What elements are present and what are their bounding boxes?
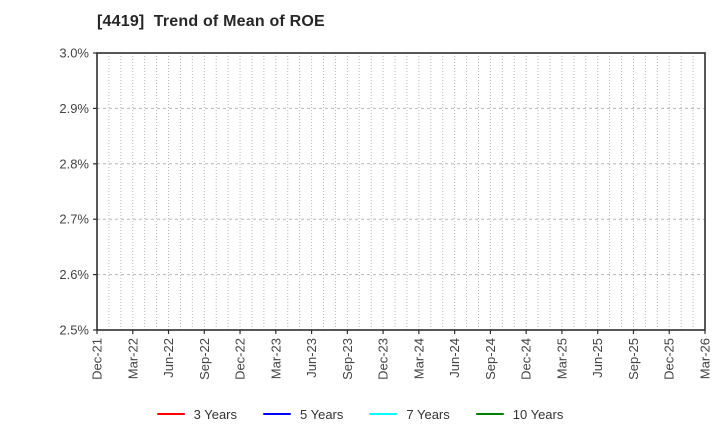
legend-line-7-years-icon <box>369 412 398 416</box>
legend-label-10-years: 10 Years <box>512 406 564 422</box>
y-tick-label: 2.6% <box>59 267 89 282</box>
legend-item-7-years: 7 Years <box>369 406 450 422</box>
legend-line-5-years-icon <box>263 412 291 416</box>
x-tick-label: Mar-24 <box>411 338 426 379</box>
x-tick-label: Jun-24 <box>447 338 462 378</box>
legend-label-7-years: 7 Years <box>406 406 450 422</box>
x-tick-label: Sep-22 <box>197 338 212 380</box>
y-tick-label: 2.5% <box>59 323 89 338</box>
plot-border <box>96 52 706 331</box>
y-tick-label: 2.7% <box>59 212 89 227</box>
x-tick-label: Dec-24 <box>519 338 534 380</box>
x-tick-label: Jun-25 <box>590 338 605 378</box>
x-tick-label: Sep-24 <box>483 338 498 380</box>
x-tick-label: Mar-23 <box>268 338 283 379</box>
x-tick-label: Mar-25 <box>554 338 569 379</box>
legend-item-5-years: 5 Years <box>263 407 343 422</box>
legend-label-3-years: 3 Years <box>193 406 237 422</box>
chart-legend: 3 Years 5 Years 7 Years 10 Years <box>0 402 720 426</box>
y-tick-label: 2.9% <box>59 101 89 116</box>
x-tick-label: Mar-22 <box>125 338 140 379</box>
legend-item-3-years: 3 Years <box>156 406 237 422</box>
x-tick-label: Dec-25 <box>662 338 677 380</box>
x-tick-label: Sep-23 <box>340 338 355 380</box>
x-tick-label: Jun-23 <box>304 338 319 378</box>
y-tick-label: 3.0% <box>59 46 89 61</box>
x-tick-label: Jun-22 <box>161 338 176 378</box>
x-tick-label: Dec-21 <box>90 338 105 380</box>
x-tick-label: Mar-26 <box>698 338 713 379</box>
x-tick-label: Dec-23 <box>376 338 391 380</box>
chart-title: [4419] Trend of Mean of ROE <box>97 13 325 30</box>
legend-item-10-years: 10 Years <box>475 406 564 422</box>
x-tick-label: Dec-22 <box>233 338 248 380</box>
legend-line-3-years-icon <box>156 412 185 416</box>
y-tick-label: 2.8% <box>59 156 89 171</box>
x-tick-label: Sep-25 <box>626 338 641 380</box>
legend-line-10-years-icon <box>475 412 504 416</box>
legend-label-5-years: 5 Years <box>300 406 344 422</box>
